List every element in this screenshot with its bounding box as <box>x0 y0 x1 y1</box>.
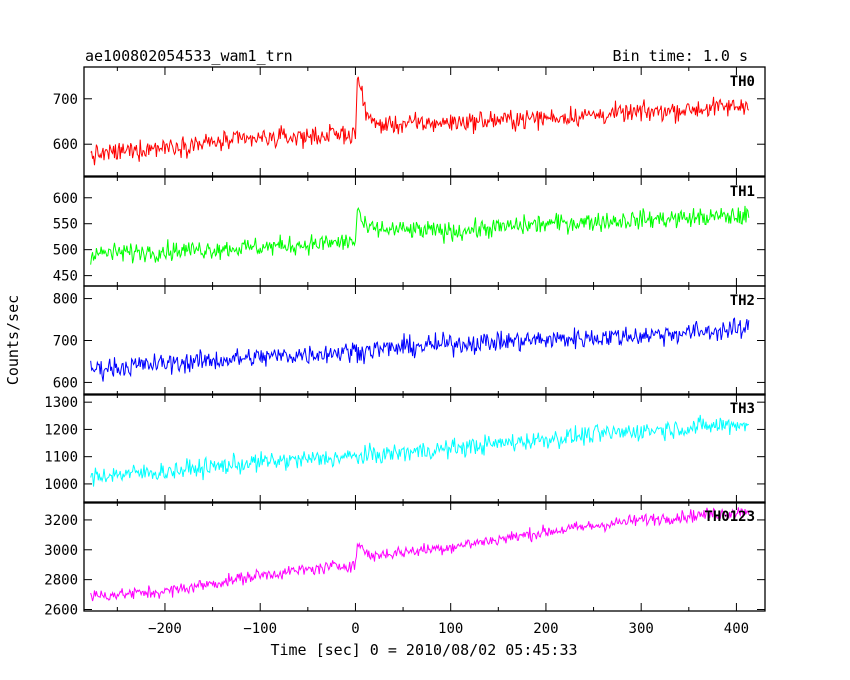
x-tick-label: 400 <box>724 621 749 637</box>
panel-th0: 600 700 TH0 <box>53 66 766 177</box>
x-tick-label: 100 <box>438 621 463 637</box>
y-tick-label: 1300 <box>44 395 78 411</box>
series-name-th0123: TH0123 <box>704 509 755 525</box>
series-line-th3 <box>90 414 750 487</box>
panel-th1: 450 500 550 600 TH1 <box>53 176 766 287</box>
y-tick-label: 500 <box>53 243 78 259</box>
y-tick-label: 700 <box>53 334 78 350</box>
x-tick-label: 300 <box>629 621 654 637</box>
y-tick-label: 600 <box>53 375 78 391</box>
panel-frame <box>83 66 766 177</box>
panel-th2: 600 700 800 TH2 <box>53 285 766 396</box>
panel-frame <box>83 176 766 287</box>
y-tick-label: 700 <box>53 92 78 108</box>
panel-th3: 1000 1100 1200 1300 TH3 <box>44 393 766 504</box>
series-name-th3: TH3 <box>730 401 755 417</box>
y-tick-label: 600 <box>53 191 78 207</box>
y-axis-label: Counts/sec <box>4 295 22 385</box>
y-tick-label: 1100 <box>44 450 78 466</box>
series-name-th0: TH0 <box>730 74 755 90</box>
panel-frame <box>83 501 766 612</box>
series-name-th1: TH1 <box>730 184 755 200</box>
figure-title: ae100802054533_wam1_trn <box>85 47 293 65</box>
bin-time-label: Bin time: 1.0 s <box>613 47 748 65</box>
y-tick-label: 450 <box>53 269 78 285</box>
y-tick-label: 1200 <box>44 422 78 438</box>
x-tick-label: 0 <box>351 621 359 637</box>
panel-th0123: 2600 2800 3000 3200 TH0123 <box>44 501 766 619</box>
panel-frame <box>83 285 766 396</box>
y-tick-label: 3000 <box>44 543 78 559</box>
y-tick-label: 550 <box>53 217 78 233</box>
y-tick-label: 600 <box>53 137 78 153</box>
x-axis-label: Time [sec] 0 = 2010/08/02 05:45:33 <box>270 641 577 659</box>
x-tick-label: 200 <box>533 621 558 637</box>
series-line-th1 <box>90 205 750 265</box>
y-tick-label: 800 <box>53 292 78 308</box>
y-tick-label: 1000 <box>44 477 78 493</box>
series-line-th2 <box>90 317 750 382</box>
series-name-th2: TH2 <box>730 293 755 309</box>
y-tick-label: 2800 <box>44 573 78 589</box>
y-tick-label: 2600 <box>44 603 78 619</box>
series-line-th0 <box>90 76 750 166</box>
x-tick-label: −100 <box>243 621 277 637</box>
x-tick-label: −200 <box>148 621 182 637</box>
series-line-th0123 <box>90 507 750 602</box>
panel-frame <box>83 393 766 504</box>
y-tick-label: 3200 <box>44 513 78 529</box>
